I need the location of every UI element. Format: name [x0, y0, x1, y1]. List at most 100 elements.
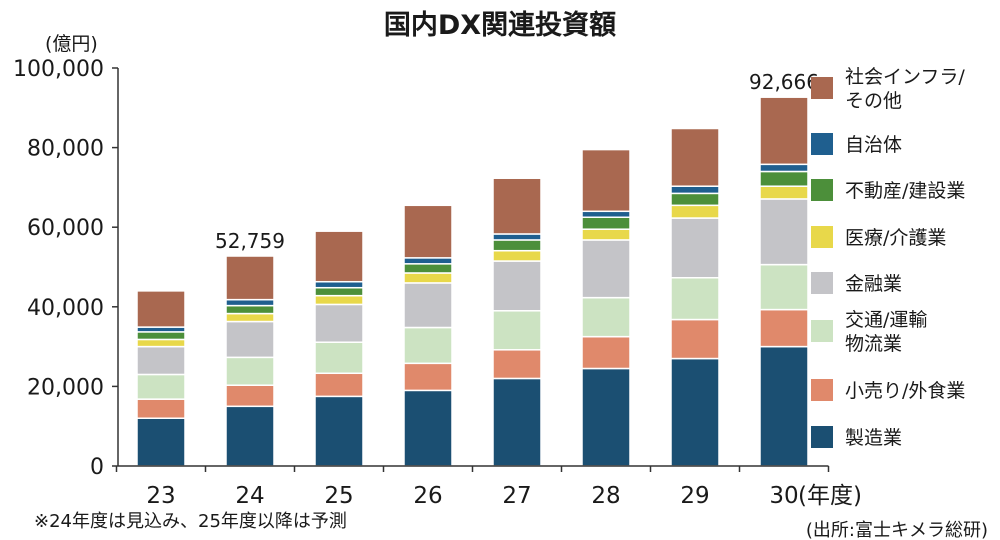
bar-segment-24-6 — [225, 298, 275, 307]
bar-segment-25-0 — [314, 395, 364, 467]
x-tick-label-30: 30 — [769, 483, 798, 509]
axes: 23 24 25 26 27 28 29 30 0 20,000 40,000 60,000 80,00… — [13, 57, 830, 509]
legend-swatch-5 — [811, 320, 833, 342]
bar-segment-30-6 — [759, 163, 809, 173]
footnote: ※24年度は見込み、25年度以降は予測 — [34, 511, 347, 532]
bar-segment-25-1 — [314, 372, 364, 398]
bar-segment-30-4 — [759, 185, 809, 200]
bar-segment-29-5 — [670, 192, 720, 207]
bar-segment-29-1 — [670, 318, 720, 360]
bar-stacks: 52,759 92,666 — [136, 70, 819, 467]
legend: 社会インフラ/その他自治体不動産/建設業医療/介護業金融業交通/運輸物流業小売り… — [811, 66, 965, 449]
bar-segment-27-3 — [492, 260, 542, 312]
bar-segment-27-1 — [492, 349, 542, 380]
legend-swatch-2 — [811, 179, 833, 201]
bar-segment-30-5 — [759, 170, 809, 187]
legend-label-4-0: 金融業 — [845, 273, 902, 295]
bar-segment-28-0 — [581, 367, 631, 467]
bar-segment-26-7 — [403, 204, 453, 259]
bar-segment-27-2 — [492, 310, 542, 351]
bar-segment-24-3 — [225, 320, 275, 359]
bar-segment-29-7 — [670, 127, 720, 187]
legend-label-5-0: 交通/運輸 — [845, 309, 927, 331]
bar-segment-23-5 — [136, 331, 186, 341]
bar-segment-25-4 — [314, 294, 364, 306]
y-tick-label-40000: 40,000 — [27, 296, 104, 321]
bar-segment-30-0 — [759, 345, 809, 467]
bar-segment-24-7 — [225, 255, 275, 301]
x-tick-label-24: 24 — [235, 483, 264, 509]
legend-swatch-1 — [811, 133, 833, 155]
legend-swatch-0 — [811, 77, 833, 99]
bar-segment-27-5 — [492, 239, 542, 252]
bar-segment-28-5 — [581, 216, 631, 230]
bar-segment-30-3 — [759, 198, 809, 266]
legend-label-0-0: 社会インフラ/ — [845, 66, 965, 88]
x-tick-label-25: 25 — [324, 483, 353, 509]
bar-segment-23-3 — [136, 345, 186, 376]
bar-segment-28-7 — [581, 148, 631, 213]
y-tick-label-80000: 80,000 — [27, 137, 104, 162]
bar-segment-29-0 — [670, 357, 720, 467]
bar-segment-27-4 — [492, 249, 542, 262]
bar-segment-24-1 — [225, 384, 275, 408]
bar-segment-30-7 — [759, 96, 809, 166]
bar-segment-25-3 — [314, 303, 364, 343]
bar-segment-29-2 — [670, 276, 720, 321]
chart-title: 国内DX関連投資額 — [384, 10, 616, 41]
legend-label-6-0: 小売り/外食業 — [845, 380, 965, 402]
bar-segment-26-5 — [403, 263, 453, 274]
x-tick-label-28: 28 — [591, 483, 620, 509]
legend-swatch-7 — [811, 426, 833, 448]
x-tick-label-27: 27 — [502, 483, 531, 509]
total-label-24: 52,759 — [215, 229, 285, 253]
y-tick-label-20000: 20,000 — [27, 375, 104, 400]
bar-segment-24-0 — [225, 405, 275, 467]
bar-segment-30-2 — [759, 263, 809, 311]
bar-segment-24-4 — [225, 312, 275, 323]
bar-segment-26-6 — [403, 257, 453, 265]
bar-segment-30-1 — [759, 308, 809, 348]
x-axis-unit-label: (年度) — [798, 483, 862, 509]
bar-segment-26-0 — [403, 389, 453, 467]
bar-segment-26-4 — [403, 272, 453, 284]
legend-label-0-1: その他 — [845, 90, 902, 112]
total-label-30: 92,666 — [749, 70, 819, 94]
bar-segment-27-0 — [492, 377, 542, 467]
bar-segment-25-2 — [314, 341, 364, 375]
x-tick-label-23: 23 — [146, 483, 175, 509]
x-tick-label-26: 26 — [413, 483, 442, 509]
bar-segment-28-6 — [581, 210, 631, 218]
bar-segment-29-3 — [670, 217, 720, 279]
legend-swatch-6 — [811, 379, 833, 401]
bar-segment-27-6 — [492, 233, 542, 241]
bar-segment-28-3 — [581, 239, 631, 299]
bar-segment-26-1 — [403, 362, 453, 392]
legend-label-7-0: 製造業 — [845, 427, 902, 449]
bar-segment-29-4 — [670, 204, 720, 219]
bar-segment-29-6 — [670, 185, 720, 195]
y-tick-label-0: 0 — [90, 455, 104, 480]
y-tick-label-100000: 100,000 — [13, 57, 104, 82]
legend-label-1-0: 自治体 — [845, 134, 902, 156]
legend-swatch-4 — [811, 272, 833, 294]
bar-segment-24-5 — [225, 304, 275, 315]
x-tick-label-29: 29 — [680, 483, 709, 509]
bar-segment-28-1 — [581, 335, 631, 370]
bar-segment-26-2 — [403, 326, 453, 365]
bar-segment-23-2 — [136, 373, 186, 400]
legend-label-5-1: 物流業 — [845, 333, 902, 355]
bar-segment-23-1 — [136, 398, 186, 419]
legend-label-2-0: 不動産/建設業 — [845, 180, 965, 202]
bar-segment-25-7 — [314, 230, 364, 283]
bar-segment-24-2 — [225, 356, 275, 386]
bar-segment-28-2 — [581, 296, 631, 338]
bar-segment-23-0 — [136, 417, 186, 467]
bar-segment-25-5 — [314, 286, 364, 297]
bar-segment-26-3 — [403, 282, 453, 329]
bar-segment-23-7 — [136, 290, 186, 328]
y-tick-label-60000: 60,000 — [27, 216, 104, 241]
legend-swatch-3 — [811, 226, 833, 248]
bar-segment-27-7 — [492, 177, 542, 235]
